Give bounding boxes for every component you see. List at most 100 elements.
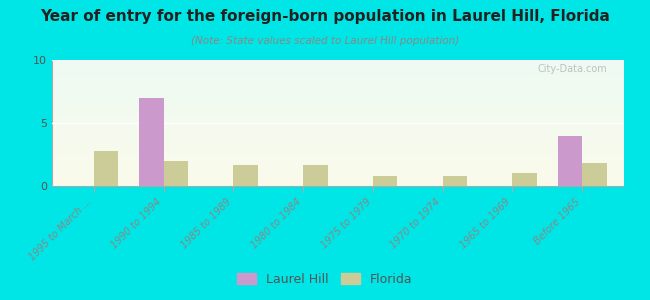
Bar — [303, 165, 328, 186]
Bar — [52, 172, 624, 173]
Bar — [52, 90, 624, 92]
Bar — [52, 132, 624, 133]
Bar — [52, 75, 624, 76]
Bar — [52, 130, 624, 132]
Bar — [52, 171, 624, 172]
Bar — [52, 89, 624, 90]
Bar — [52, 69, 624, 70]
Bar — [443, 176, 467, 186]
Bar — [52, 106, 624, 108]
Bar — [52, 149, 624, 151]
Text: City-Data.com: City-Data.com — [537, 64, 607, 74]
Bar — [52, 100, 624, 102]
Bar — [52, 99, 624, 100]
Bar — [52, 117, 624, 118]
Bar — [52, 142, 624, 143]
Bar — [139, 98, 164, 186]
Bar — [52, 181, 624, 182]
Bar — [52, 98, 624, 99]
Bar — [52, 133, 624, 134]
Bar — [52, 125, 624, 127]
Bar — [52, 160, 624, 161]
Bar — [52, 177, 624, 178]
Bar — [52, 158, 624, 160]
Bar — [373, 176, 397, 186]
Bar — [52, 73, 624, 74]
Bar — [52, 182, 624, 184]
Bar — [52, 140, 624, 141]
Bar — [52, 71, 624, 73]
Bar — [164, 161, 188, 186]
Bar — [94, 151, 118, 186]
Bar — [52, 168, 624, 169]
Bar — [52, 134, 624, 136]
Bar — [52, 138, 624, 140]
Bar — [52, 156, 624, 157]
Bar — [52, 148, 624, 149]
Bar — [52, 169, 624, 171]
Bar — [52, 74, 624, 75]
Bar — [52, 61, 624, 62]
Bar — [52, 80, 624, 81]
Bar — [52, 129, 624, 130]
Bar — [52, 173, 624, 175]
Bar — [52, 176, 624, 177]
Bar — [52, 185, 624, 186]
Bar — [52, 103, 624, 104]
Bar — [52, 154, 624, 156]
Bar — [52, 78, 624, 79]
Bar — [52, 76, 624, 78]
Bar — [52, 109, 624, 110]
Bar — [52, 124, 624, 125]
Bar — [52, 68, 624, 69]
Bar — [52, 178, 624, 180]
Bar — [52, 162, 624, 163]
Bar — [52, 86, 624, 88]
Bar — [52, 108, 624, 109]
Bar — [52, 127, 624, 128]
Bar — [52, 116, 624, 117]
Bar — [52, 114, 624, 116]
Text: (Note: State values scaled to Laurel Hill population): (Note: State values scaled to Laurel Hil… — [191, 36, 459, 46]
Bar — [52, 70, 624, 71]
Bar — [52, 121, 624, 122]
Bar — [52, 144, 624, 146]
Bar — [52, 141, 624, 142]
Bar — [52, 95, 624, 97]
Bar — [52, 165, 624, 166]
Bar — [52, 110, 624, 112]
Bar — [52, 143, 624, 144]
Legend: Laurel Hill, Florida: Laurel Hill, Florida — [233, 268, 417, 291]
Bar — [52, 79, 624, 80]
Bar — [52, 105, 624, 106]
Bar — [52, 157, 624, 158]
Bar — [52, 161, 624, 162]
Bar — [52, 137, 624, 138]
Bar — [52, 122, 624, 123]
Bar — [52, 65, 624, 66]
Bar — [52, 60, 624, 61]
Bar — [52, 147, 624, 148]
Bar — [52, 112, 624, 113]
Bar — [52, 94, 624, 95]
Bar — [52, 180, 624, 181]
Bar — [52, 64, 624, 65]
Bar — [52, 118, 624, 119]
Bar — [52, 136, 624, 137]
Bar — [233, 165, 258, 186]
Bar — [52, 83, 624, 84]
Bar — [52, 102, 624, 103]
Bar — [52, 146, 624, 147]
Text: Year of entry for the foreign-born population in Laurel Hill, Florida: Year of entry for the foreign-born popul… — [40, 9, 610, 24]
Bar — [52, 66, 624, 68]
Bar — [52, 62, 624, 64]
Bar — [52, 92, 624, 93]
Bar — [52, 166, 624, 167]
Bar — [52, 85, 624, 86]
Bar — [52, 119, 624, 121]
Bar — [582, 163, 606, 186]
Bar — [52, 167, 624, 168]
Bar — [52, 152, 624, 153]
Bar — [52, 175, 624, 176]
Bar — [52, 184, 624, 185]
